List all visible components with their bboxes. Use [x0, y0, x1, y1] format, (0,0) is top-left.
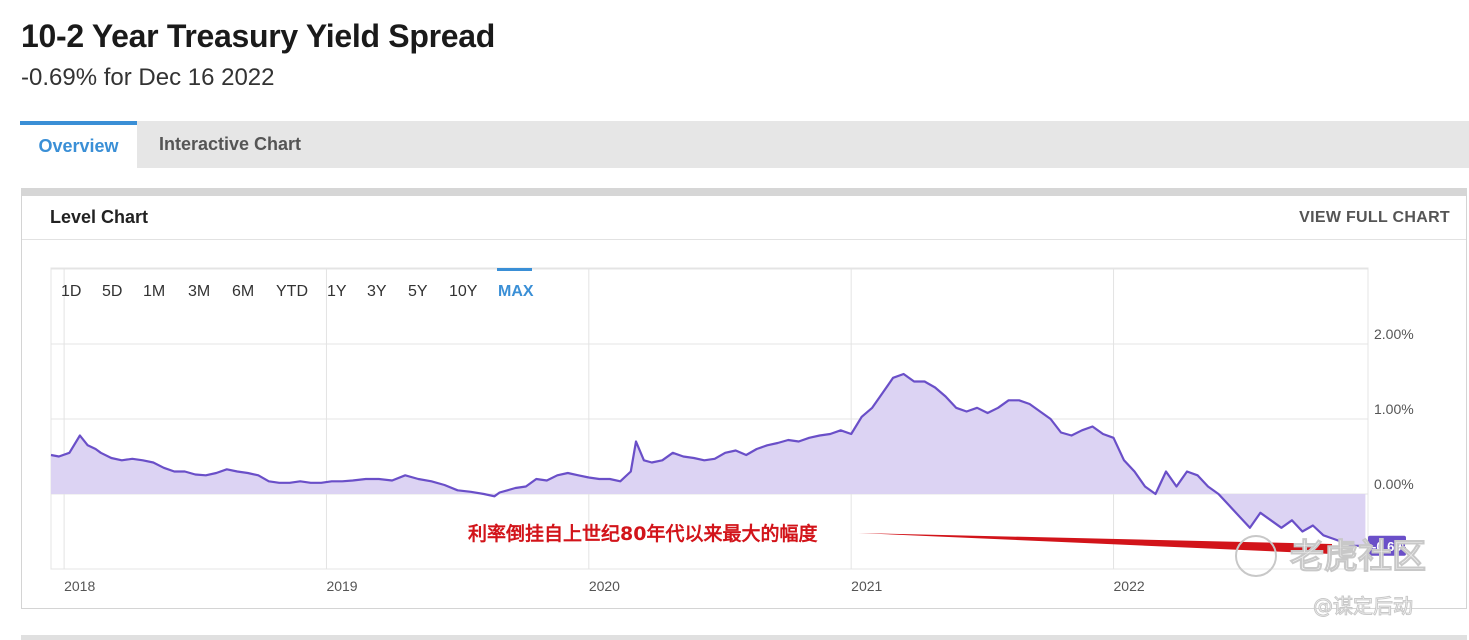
watermark-brand: 老虎社区: [1290, 537, 1426, 577]
range-active-indicator: [497, 268, 532, 271]
bottom-divider: [21, 635, 1467, 640]
annotation-text: 利率倒挂自上世纪80年代以来最大的幅度: [468, 522, 818, 545]
x-tick-label: 2018: [64, 578, 95, 594]
page-title: 10-2 Year Treasury Yield Spread: [21, 18, 495, 54]
chart-area: [50, 372, 1366, 547]
range-button-max[interactable]: MAX: [498, 283, 534, 300]
x-tick-label: 2021: [851, 578, 882, 594]
range-button-6m[interactable]: 6M: [232, 283, 254, 300]
range-button-10y[interactable]: 10Y: [449, 283, 478, 300]
level-chart-panel: Level Chart VIEW FULL CHART: [21, 188, 1467, 609]
tab-overview[interactable]: Overview: [20, 121, 137, 168]
annotation-arrow: [858, 533, 1332, 554]
range-button-3m[interactable]: 3M: [188, 283, 210, 300]
series-line: [50, 372, 1366, 547]
y-tick-label: 2.00%: [1374, 326, 1414, 342]
last-value-badge: [1368, 535, 1406, 556]
range-button-1y[interactable]: 1Y: [327, 283, 347, 300]
panel-header: Level Chart VIEW FULL CHART: [22, 196, 1466, 240]
range-button-3y[interactable]: 3Y: [367, 283, 387, 300]
range-selector: 1D 5D 1M 3M 6M YTD 1Y 3Y 5Y 10Y MAX: [61, 268, 534, 300]
range-button-5y[interactable]: 5Y: [408, 283, 428, 300]
tab-bar: Overview Interactive Chart: [20, 121, 1469, 168]
watermark-handle: @谋定后动: [1313, 594, 1413, 618]
range-button-5d[interactable]: 5D: [102, 283, 122, 300]
range-button-1m[interactable]: 1M: [143, 283, 165, 300]
panel-title: Level Chart: [50, 207, 149, 227]
chart-ticks: 0.00% 1.00% 2.00% 2018 2019 2020 2021 2022 -0.69…: [64, 326, 1414, 594]
tab-interactive-chart[interactable]: Interactive Chart: [159, 134, 302, 154]
y-tick-label: 0.00%: [1374, 476, 1414, 492]
view-full-chart-link[interactable]: VIEW FULL CHART: [1299, 209, 1450, 226]
y-tick-label: 1.00%: [1374, 401, 1414, 417]
x-tick-label: 2019: [326, 578, 357, 594]
range-button-1d[interactable]: 1D: [61, 283, 81, 300]
watermark-logo-icon: [1235, 535, 1277, 577]
x-tick-label: 2020: [589, 578, 620, 594]
x-tick-label: 2022: [1114, 578, 1145, 594]
range-button-ytd[interactable]: YTD: [276, 283, 308, 300]
page-subtitle: -0.69% for Dec 16 2022: [21, 64, 275, 91]
last-value-label: -0.69%: [1372, 539, 1414, 554]
